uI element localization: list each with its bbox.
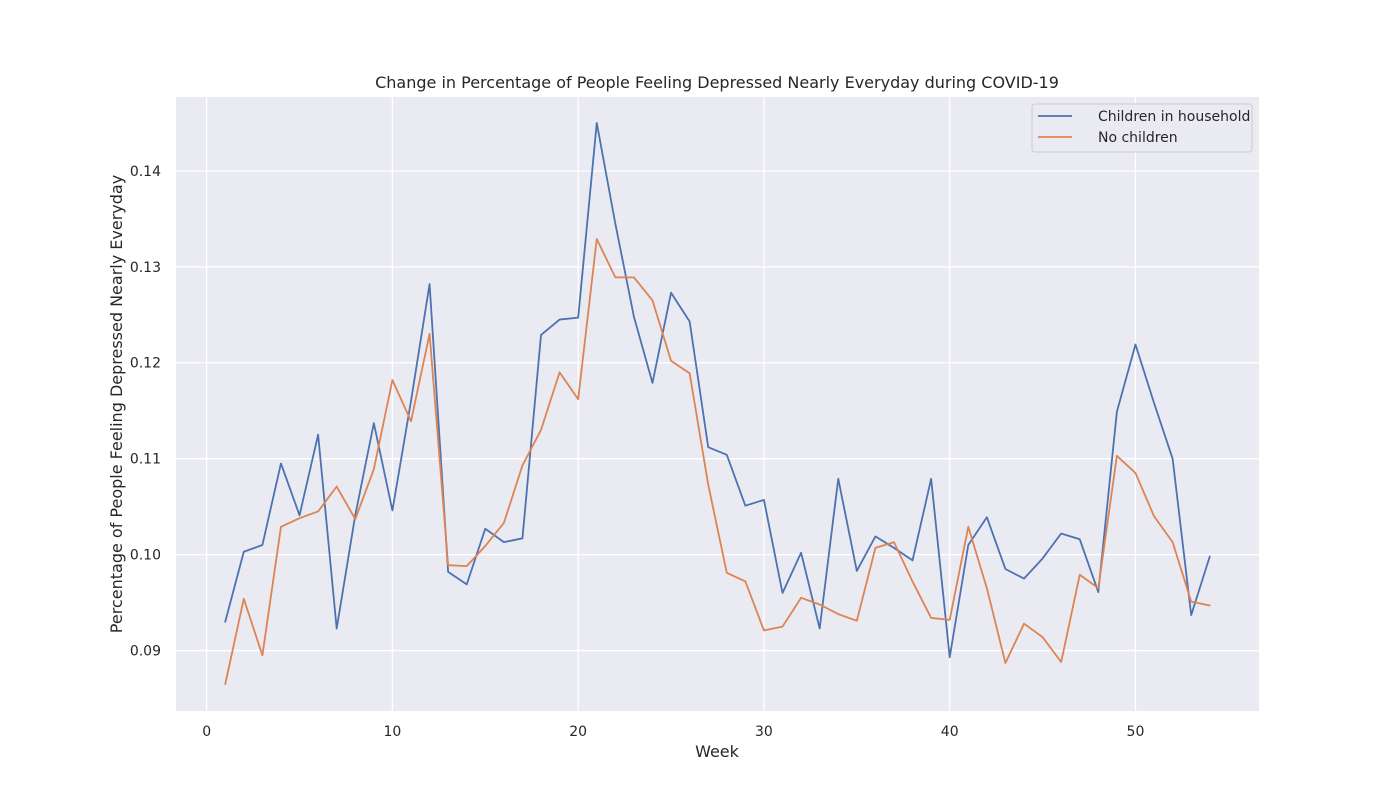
series-lines — [224, 122, 1211, 686]
legend-box — [1031, 103, 1253, 153]
x-tick-label: 0 — [202, 724, 211, 740]
y-tick-label: 0.14 — [130, 164, 161, 180]
x-tick-label: 20 — [569, 724, 587, 740]
y-tick-label: 0.09 — [130, 644, 161, 660]
y-tick-label: 0.13 — [130, 260, 161, 276]
y-tick-label: 0.11 — [130, 452, 161, 468]
y-tick-label: 0.10 — [130, 548, 161, 564]
plot-area — [176, 97, 1259, 711]
x-tick-label: 30 — [755, 724, 773, 740]
y-tick-label: 0.12 — [130, 356, 161, 372]
chart-title: Change in Percentage of People Feeling D… — [375, 73, 1059, 92]
x-axis-ticks: 0 10 20 30 40 50 — [202, 724, 1144, 740]
x-tick-label: 50 — [1127, 724, 1145, 740]
x-tick-label: 40 — [941, 724, 959, 740]
grid-lines — [176, 97, 1259, 711]
legend-label-children: Children in household — [1098, 109, 1250, 125]
series-line-children-in-household — [224, 122, 1211, 659]
y-axis-label: Percentage of People Feeling Depressed N… — [107, 175, 126, 633]
x-tick-label: 10 — [384, 724, 402, 740]
legend: Children in household No children — [1031, 103, 1253, 153]
y-axis-ticks: 0.09 0.10 0.11 0.12 0.13 0.14 — [130, 164, 161, 660]
series-line-no-children — [224, 238, 1211, 686]
legend-label-no-children: No children — [1098, 130, 1178, 146]
x-axis-label: Week — [695, 742, 740, 761]
